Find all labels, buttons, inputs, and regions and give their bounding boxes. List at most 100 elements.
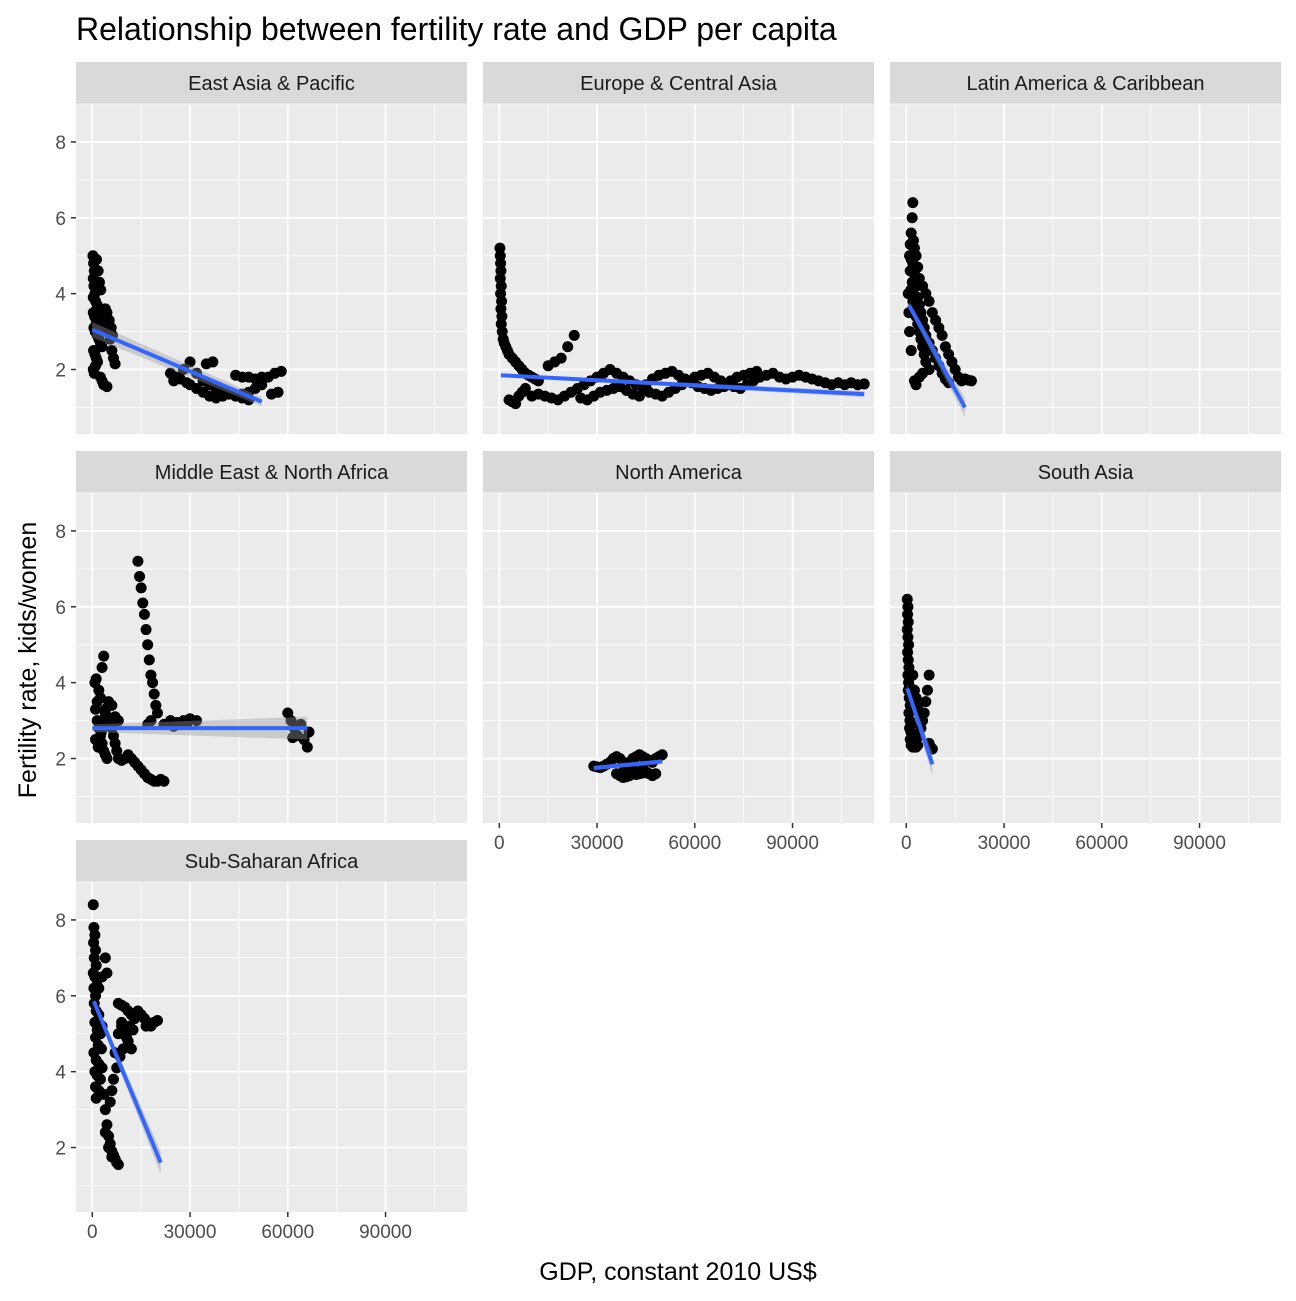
data-point (95, 284, 107, 296)
x-tick-label: 90000 (359, 1222, 412, 1243)
data-point (223, 388, 235, 400)
y-tick-label: 4 (55, 674, 66, 695)
panel-marks (902, 197, 977, 417)
data-point (912, 739, 924, 751)
panel-marks (494, 242, 870, 410)
data-point (104, 1096, 116, 1108)
panel-marks (588, 749, 668, 783)
data-point (617, 766, 629, 778)
data-point (129, 1009, 141, 1021)
y-tick-label: 6 (55, 987, 66, 1008)
data-point (92, 741, 104, 753)
x-tick-label: 90000 (766, 833, 819, 854)
data-point (751, 365, 763, 377)
facet-strip (483, 451, 874, 493)
panel-background (76, 104, 467, 434)
data-point (936, 329, 948, 341)
facet-strip-label: Sub-Saharan Africa (185, 851, 359, 873)
data-point (858, 378, 870, 390)
data-point (568, 329, 580, 341)
data-point (905, 345, 917, 357)
data-point (90, 673, 102, 685)
data-point (96, 661, 108, 673)
data-point (191, 715, 203, 727)
y-tick-label: 8 (55, 911, 66, 932)
x-tick-label: 60000 (668, 833, 721, 854)
data-point (904, 326, 916, 338)
data-point (272, 386, 284, 398)
data-point (301, 741, 313, 753)
data-point (287, 732, 299, 744)
data-point (106, 1085, 118, 1097)
data-point (134, 570, 146, 582)
data-point (96, 341, 108, 353)
y-tick-label: 6 (55, 598, 66, 619)
facet-strip-label: East Asia & Pacific (188, 73, 355, 95)
data-point (562, 341, 574, 353)
facet-strip (76, 62, 467, 104)
data-point (923, 295, 935, 307)
y-tick-label: 8 (55, 522, 66, 543)
data-point (256, 371, 268, 383)
y-tick-label: 2 (55, 361, 66, 382)
x-tick-label: 30000 (164, 1222, 217, 1243)
x-tick-label: 30000 (978, 833, 1031, 854)
facet-strip (890, 451, 1281, 493)
facet-strip (483, 62, 874, 104)
facet-panel-south-asia: South Asia 0 30000 60000 90000 (890, 451, 1281, 854)
facet-panel-north-america: North America 0 30000 60000 90000 (483, 451, 874, 854)
data-point (902, 288, 914, 300)
y-tick-label: 6 (55, 209, 66, 230)
data-point (151, 707, 163, 719)
data-point (91, 254, 103, 266)
facet-strip-label: Latin America & Caribbean (967, 73, 1205, 95)
y-tick-label: 8 (55, 133, 66, 154)
data-point (92, 265, 104, 277)
fit-line (500, 373, 865, 397)
facet-panel-europe-and-central-asia: Europe & Central Asia (483, 62, 874, 434)
data-point (907, 669, 919, 681)
x-tick-label: 60000 (1075, 833, 1128, 854)
y-tick-label: 2 (55, 1139, 66, 1160)
data-point (107, 1073, 119, 1085)
data-point (207, 356, 219, 368)
facet-strip (76, 451, 467, 493)
data-point (151, 1014, 163, 1026)
data-point (93, 982, 105, 994)
panel-background (483, 493, 874, 823)
data-point (99, 952, 111, 964)
data-point (921, 684, 933, 696)
fit-line (593, 759, 663, 770)
panel-marks (87, 899, 163, 1175)
x-tick-label: 60000 (261, 1222, 314, 1243)
facet-strip-label: North America (615, 462, 743, 484)
facet-panel-east-asia-and-pacific: East Asia & Pacific 2 4 6 8 (55, 62, 467, 434)
data-point (650, 768, 662, 780)
data-point (908, 684, 920, 696)
data-point (907, 197, 919, 209)
data-point (106, 1151, 118, 1163)
chart-title: Relationship between fertility rate and … (76, 11, 837, 47)
data-point (135, 582, 147, 594)
facet-panel-middle-east-and-north-africa: Middle East & North Africa 2 4 6 8 (55, 451, 467, 823)
facet-strip-label: South Asia (1038, 462, 1135, 484)
fit-line (905, 687, 935, 765)
data-point (90, 360, 102, 372)
data-point (87, 899, 99, 911)
data-point (158, 775, 170, 787)
panel-marks (89, 555, 315, 787)
x-tick-label: 0 (494, 833, 505, 854)
data-point (101, 753, 113, 765)
panel-marks (901, 593, 938, 776)
data-point (923, 669, 935, 681)
data-point (965, 375, 977, 387)
data-point (109, 358, 121, 370)
data-point (101, 381, 113, 393)
facet-panel-sub-saharan-africa: Sub-Saharan Africa 2 4 6 8 0 30000 60000 90000 (55, 840, 467, 1243)
data-point (148, 688, 160, 700)
data-point (519, 382, 531, 394)
facet-strip (76, 840, 467, 882)
data-point (124, 1020, 136, 1032)
panel-marks (87, 250, 287, 407)
